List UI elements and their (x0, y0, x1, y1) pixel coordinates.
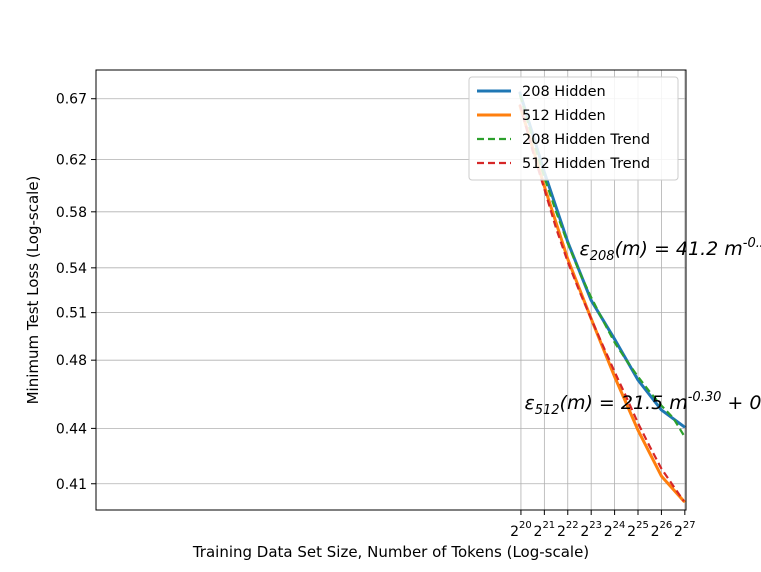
x-axis-label: Training Data Set Size, Number of Tokens… (192, 543, 589, 561)
legend-label-3: 512 Hidden Trend (522, 156, 650, 172)
x-tick-label: 223 (580, 520, 602, 540)
legend-label-1: 512 Hidden (522, 108, 606, 124)
equation-eq512: ε512(m) = 21.5 m-0.30 + 0.32 (524, 390, 761, 418)
x-tick-label: 222 (557, 520, 579, 540)
y-tick-label: 0.67 (56, 92, 87, 108)
y-tick-label: 0.51 (56, 306, 87, 322)
legend: 208 Hidden 512 Hidden 208 Hidden Trend 512 … (468, 76, 679, 181)
equation-eq208: ε208(m) = 41.2 m-0.36 + 0.39 (579, 236, 761, 264)
x-tick-label: 227 (674, 520, 696, 540)
y-tick-label: 0.54 (56, 261, 87, 277)
x-tick-label: 220 (510, 520, 532, 540)
y-tick-label: 0.48 (56, 353, 87, 369)
x-axis-ticks: 220 221 222 223 224 225 226 227 (510, 510, 696, 540)
y-axis-label: Minimum Test Loss (Log-scale) (24, 176, 42, 405)
y-tick-label: 0.62 (56, 153, 87, 169)
y-tick-label: 0.44 (56, 421, 87, 437)
x-tick-label: 225 (627, 520, 649, 540)
legend-label-0: 208 Hidden (522, 84, 606, 100)
plot-frame (95, 69, 687, 511)
legend-label-2: 208 Hidden Trend (522, 132, 650, 148)
y-tick-label: 0.58 (56, 205, 87, 221)
x-tick-label: 221 (534, 520, 556, 540)
equation-annotations: ε208(m) = 41.2 m-0.36 + 0.39 ε512(m) = 21… (524, 236, 761, 418)
series-line-3 (518, 104, 685, 502)
x-tick-label: 224 (604, 520, 626, 540)
x-tick-label: 226 (651, 520, 673, 540)
series-lines (518, 91, 686, 503)
series-line-0 (518, 91, 686, 429)
y-tick-label: 0.41 (56, 477, 87, 493)
y-axis-ticks: 0.41 0.44 0.48 0.51 0.54 0.58 0.62 0.67 (56, 92, 96, 493)
legend-box (468, 76, 679, 181)
